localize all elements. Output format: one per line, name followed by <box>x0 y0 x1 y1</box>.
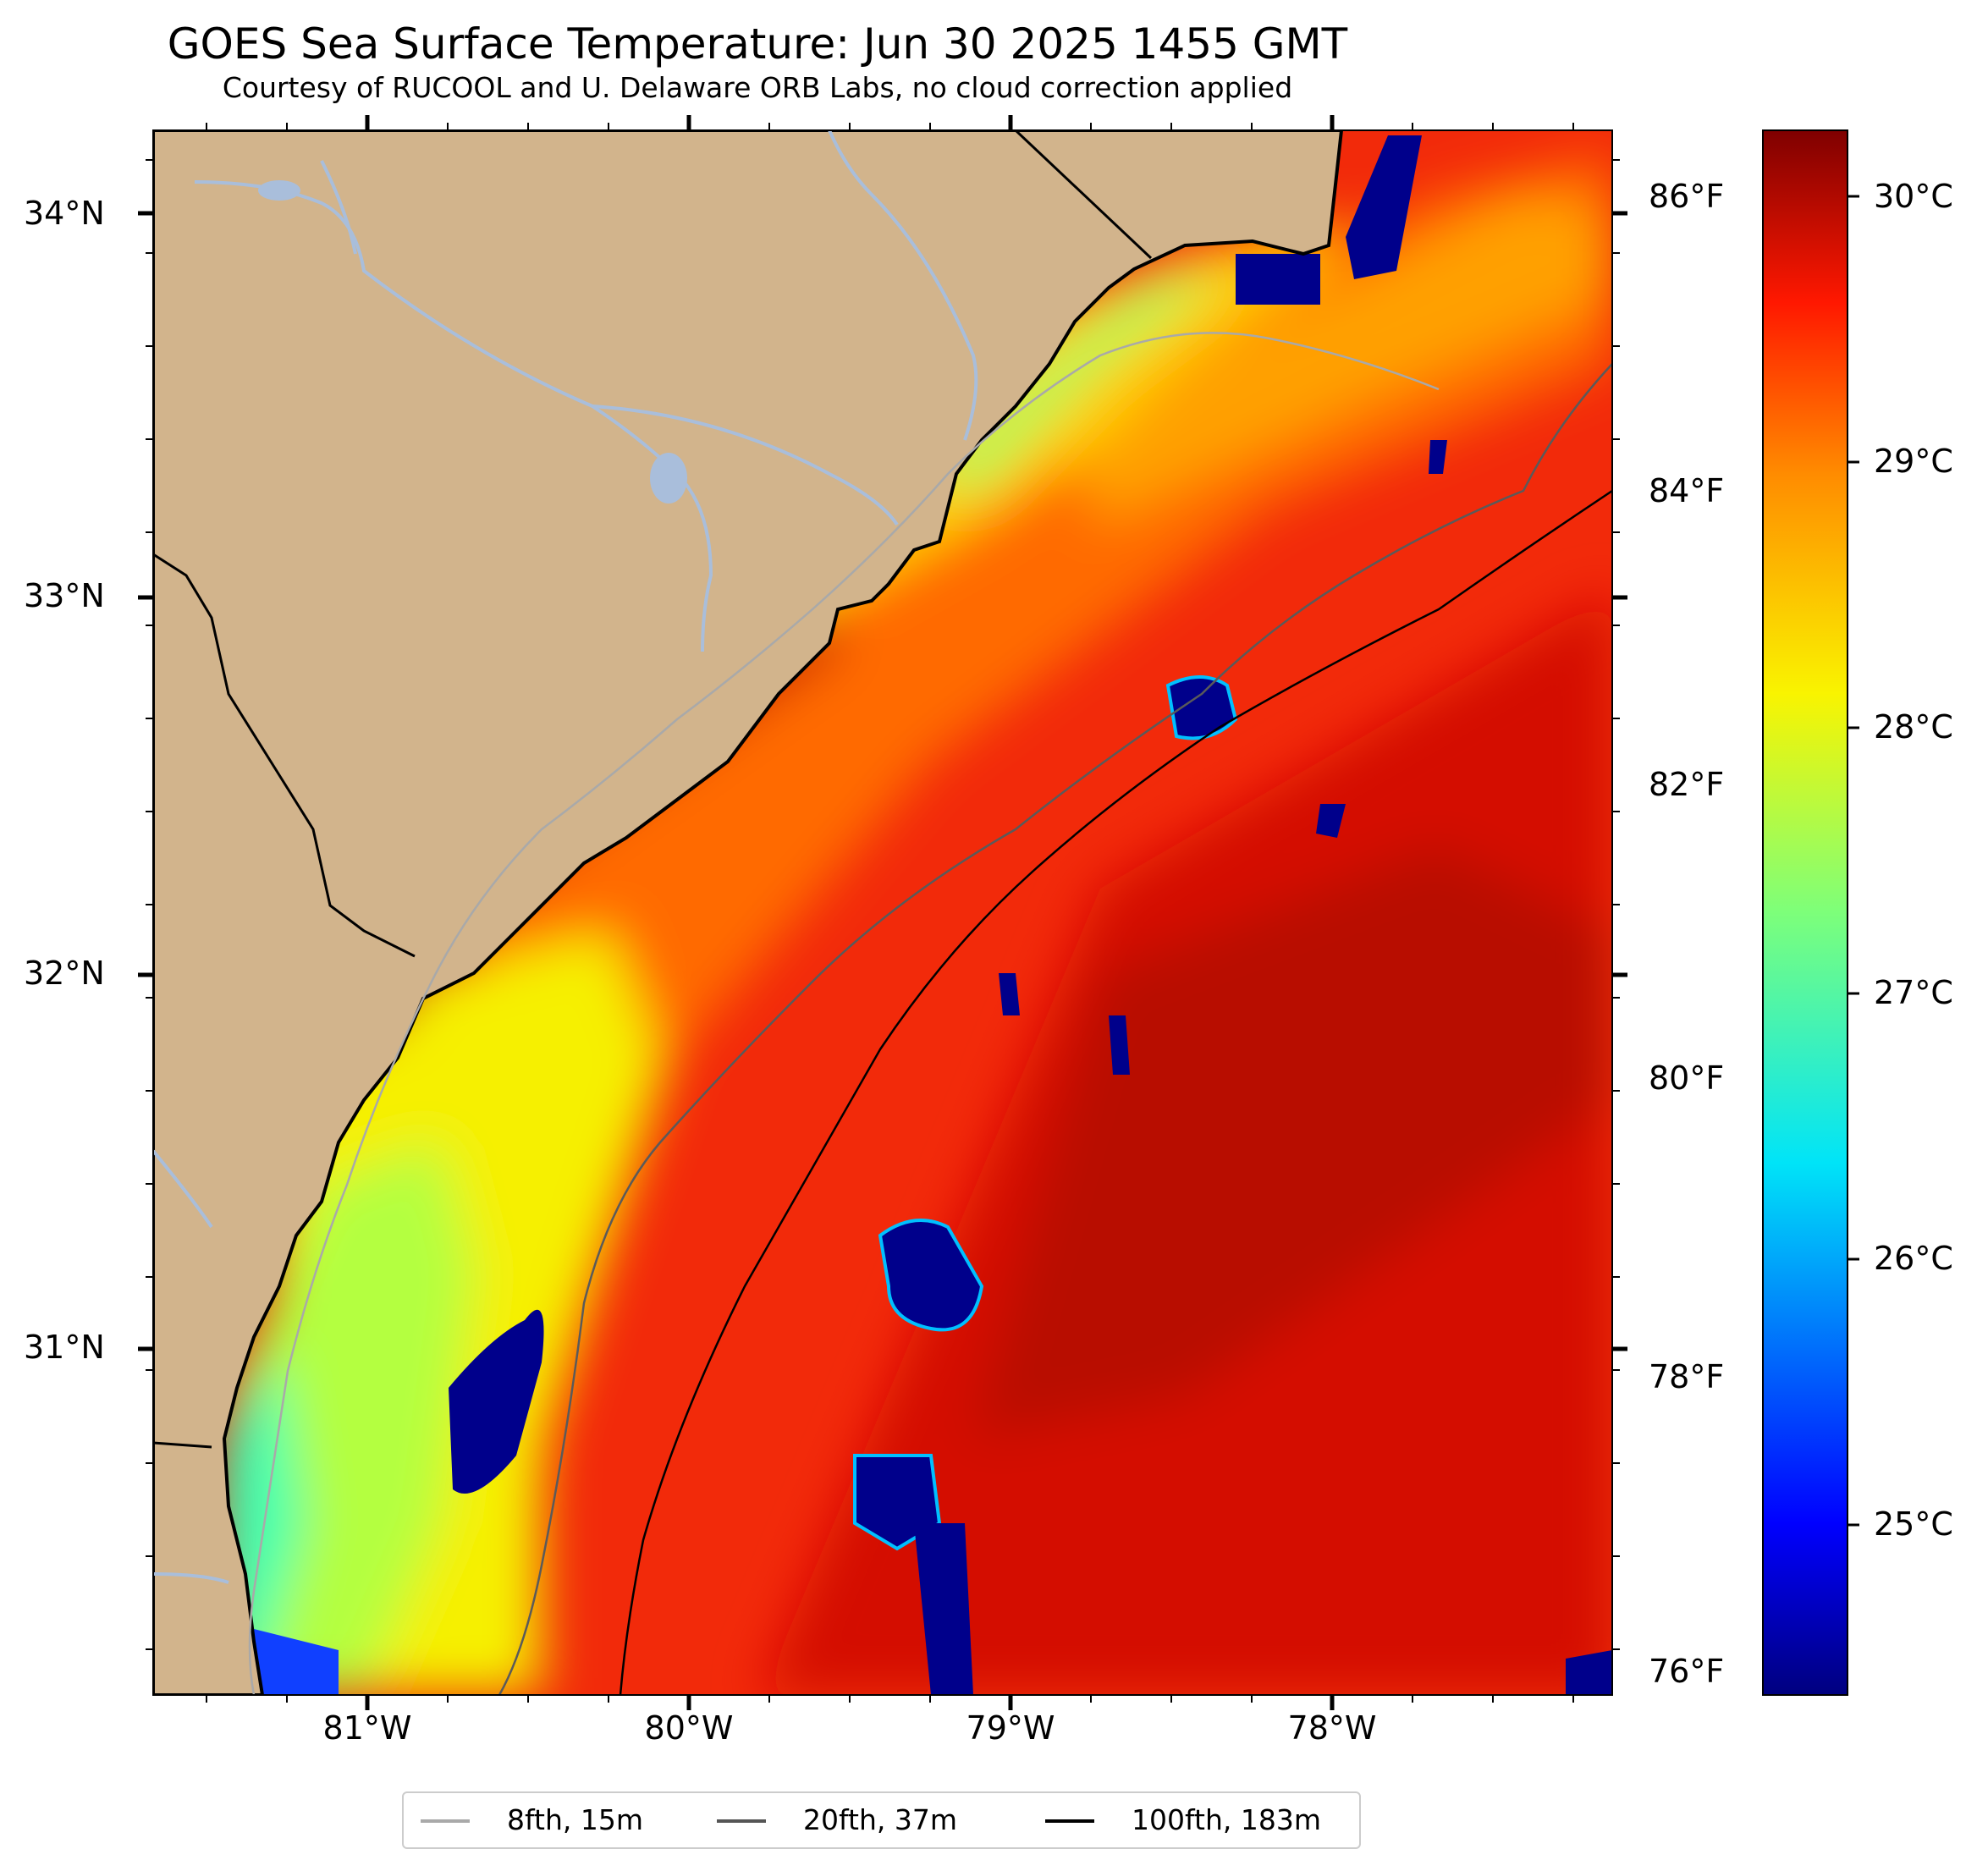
lon-label-81: 81°W <box>322 1709 412 1747</box>
lat-label-32: 32°N <box>24 955 105 992</box>
colorbar <box>1762 129 1848 1696</box>
lat-label-34: 34°N <box>24 195 105 232</box>
lat-label-31: 31°N <box>24 1329 105 1366</box>
f-label-78: 78°F <box>1649 1358 1725 1395</box>
c-label-25: 25°C <box>1874 1505 1953 1543</box>
isobath-8fth <box>248 332 1440 1695</box>
c-label-28: 28°C <box>1874 708 1953 746</box>
isobaths <box>248 332 1612 1695</box>
map-title: GOES Sea Surface Temperature: Jun 30 202… <box>167 19 1348 69</box>
legend-label-8fth: 8fth, 15m <box>507 1803 644 1836</box>
legend-label-100fth: 100fth, 183m <box>1132 1803 1321 1836</box>
c-label-27: 27°C <box>1874 974 1953 1011</box>
f-label-76: 76°F <box>1649 1653 1725 1690</box>
f-label-86: 86°F <box>1649 178 1725 215</box>
cold-patches <box>237 135 1612 1695</box>
isobath-100fth <box>619 489 1612 1695</box>
f-label-84: 84°F <box>1649 472 1725 509</box>
legend-line-8fth <box>421 1819 470 1823</box>
land <box>153 130 1344 1695</box>
lat-label-33: 33°N <box>24 577 105 614</box>
legend-label-20fth: 20fth, 37m <box>803 1803 957 1836</box>
f-label-80: 80°F <box>1649 1059 1725 1097</box>
legend-line-20fth <box>717 1819 766 1823</box>
lon-label-79: 79°W <box>966 1709 1055 1747</box>
lon-label-80: 80°W <box>644 1709 734 1747</box>
lon-label-78: 78°W <box>1287 1709 1377 1747</box>
legend-line-100fth <box>1045 1819 1094 1823</box>
c-label-29: 29°C <box>1874 443 1953 480</box>
c-label-26: 26°C <box>1874 1240 1953 1277</box>
state-borders <box>153 130 1153 1449</box>
c-label-30: 30°C <box>1874 178 1953 215</box>
map-subtitle: Courtesy of RUCOOL and U. Delaware ORB L… <box>222 71 1293 104</box>
isobath-legend: 8fth, 15m 20fth, 37m 100fth, 183m <box>402 1791 1361 1849</box>
axis-ticks <box>138 115 1627 1710</box>
f-label-82: 82°F <box>1649 766 1725 803</box>
isobath-20fth <box>498 363 1612 1695</box>
sst-field <box>153 130 1612 1695</box>
plot-frame <box>152 129 1613 1696</box>
rivers <box>153 130 978 1584</box>
colorbar-ticks <box>1848 195 1859 1527</box>
